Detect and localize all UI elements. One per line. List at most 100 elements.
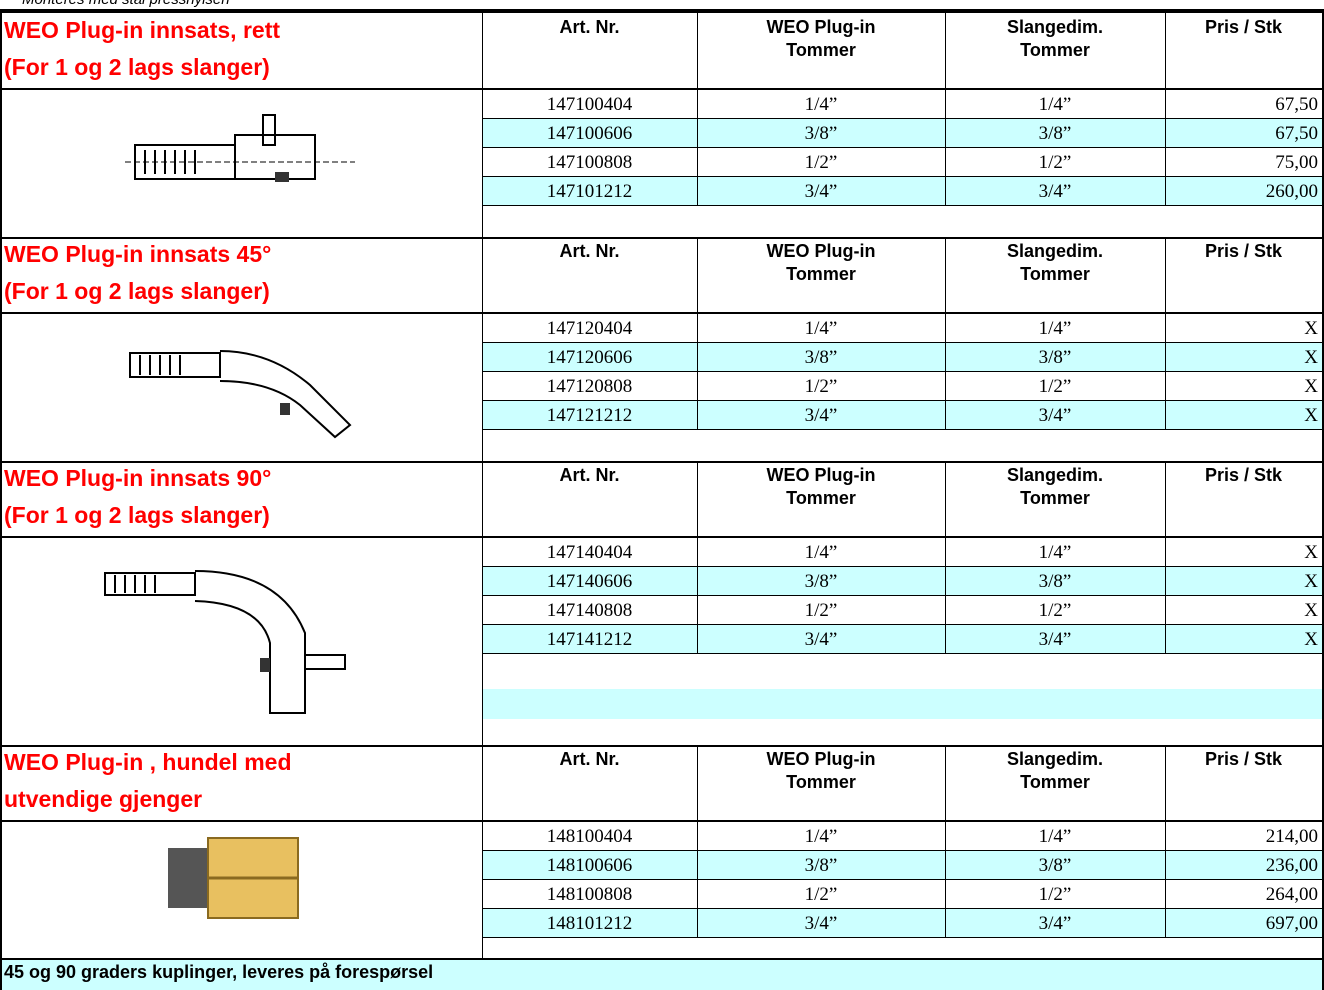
column-header: Slangedim. Tommer: [1006, 17, 1104, 60]
rule: [945, 148, 946, 177]
rule: [482, 937, 1322, 938]
rule: [1165, 314, 1166, 343]
column-header: Pris / Stk: [1204, 465, 1283, 485]
table-cell: X: [1304, 600, 1318, 621]
row-band: [482, 401, 1322, 430]
rule: [1165, 237, 1166, 312]
table-cell: 3/8”: [804, 855, 838, 876]
rule: [945, 538, 946, 567]
rule: [697, 90, 698, 119]
rule: [945, 119, 946, 148]
rule: [482, 314, 483, 461]
column-header: Art. Nr.: [559, 17, 620, 37]
table-cell: 3/8”: [1038, 123, 1072, 144]
rule: [1165, 401, 1166, 430]
rule: [1322, 9, 1324, 990]
rule: [1165, 909, 1166, 938]
rule: [697, 596, 698, 625]
table-cell: X: [1304, 405, 1318, 426]
table-cell: 1/4”: [804, 826, 838, 847]
top-note: Monteres med stål presshylsen: [22, 0, 230, 8]
table-cell: X: [1304, 347, 1318, 368]
table-cell: 147120808: [546, 376, 633, 397]
rule: [1165, 343, 1166, 372]
rule: [697, 538, 698, 567]
rule: [482, 205, 1322, 206]
table-cell: 264,00: [1265, 884, 1318, 905]
table-cell: 697,00: [1265, 913, 1318, 934]
rule: [1165, 119, 1166, 148]
table-cell: X: [1304, 376, 1318, 397]
rule: [697, 237, 698, 312]
table-cell: 3/8”: [804, 347, 838, 368]
row-band: [482, 689, 1322, 719]
table-cell: 1/4”: [804, 94, 838, 115]
rule: [1165, 372, 1166, 401]
rule: [945, 567, 946, 596]
rule: [945, 461, 946, 536]
rule: [482, 371, 1322, 372]
row-band: [482, 909, 1322, 938]
table-cell: 1/2”: [1038, 884, 1072, 905]
table-cell: 236,00: [1265, 855, 1318, 876]
section-title: WEO Plug-in innsats 90°: [4, 465, 272, 491]
rule: [697, 177, 698, 206]
table-cell: 1/4”: [1038, 318, 1072, 339]
table-cell: 3/4”: [804, 913, 838, 934]
row-band: [482, 343, 1322, 372]
rule: [482, 538, 483, 745]
rule: [0, 536, 1324, 538]
rule: [482, 90, 483, 237]
column-header: Art. Nr.: [559, 465, 620, 485]
table-cell: 67,50: [1275, 123, 1318, 144]
table-cell: X: [1304, 571, 1318, 592]
table-cell: 1/4”: [1038, 542, 1072, 563]
rule: [697, 148, 698, 177]
table-cell: 1/4”: [1038, 94, 1072, 115]
table-cell: 3/4”: [804, 405, 838, 426]
table-cell: 3/4”: [804, 629, 838, 650]
rule: [482, 342, 1322, 343]
fitting-image: [129, 350, 352, 439]
rule: [945, 177, 946, 206]
fitting-image: [125, 114, 355, 182]
rule: [697, 314, 698, 343]
rule: [697, 880, 698, 909]
table-cell: X: [1304, 629, 1318, 650]
table-cell: 1/2”: [804, 884, 838, 905]
table-cell: 3/4”: [804, 181, 838, 202]
rule: [1165, 538, 1166, 567]
table-cell: 147120404: [546, 318, 633, 339]
table-cell: 148100606: [546, 855, 633, 876]
table-cell: 3/8”: [1038, 347, 1072, 368]
row-band: [482, 567, 1322, 596]
table-cell: 3/4”: [1038, 181, 1072, 202]
rule: [482, 595, 1322, 596]
table-cell: 3/8”: [804, 571, 838, 592]
rule: [697, 567, 698, 596]
rule: [0, 745, 1324, 747]
table-cell: 3/4”: [1038, 629, 1072, 650]
rule: [482, 653, 1322, 654]
rule: [0, 88, 1324, 90]
section-title: WEO Plug-in innsats 45°: [4, 241, 272, 267]
table-cell: 147101212: [546, 181, 633, 202]
rule: [0, 820, 1324, 822]
table-cell: 1/2”: [1038, 152, 1072, 173]
table-cell: X: [1304, 542, 1318, 563]
column-header: WEO Plug-in Tommer: [766, 749, 876, 792]
table-cell: 3/4”: [1038, 913, 1072, 934]
table-cell: 148101212: [546, 913, 633, 934]
table-cell: 1/2”: [804, 376, 838, 397]
rule: [1165, 148, 1166, 177]
table-cell: 148100404: [546, 826, 633, 847]
rule: [945, 90, 946, 119]
table-cell: 147120606: [546, 347, 633, 368]
rule: [1165, 625, 1166, 654]
column-header: Art. Nr.: [559, 749, 620, 769]
column-header: Pris / Stk: [1204, 17, 1283, 37]
table-cell: 147121212: [546, 405, 633, 426]
rule: [482, 850, 1322, 851]
rule: [1165, 461, 1166, 536]
rule: [945, 909, 946, 938]
